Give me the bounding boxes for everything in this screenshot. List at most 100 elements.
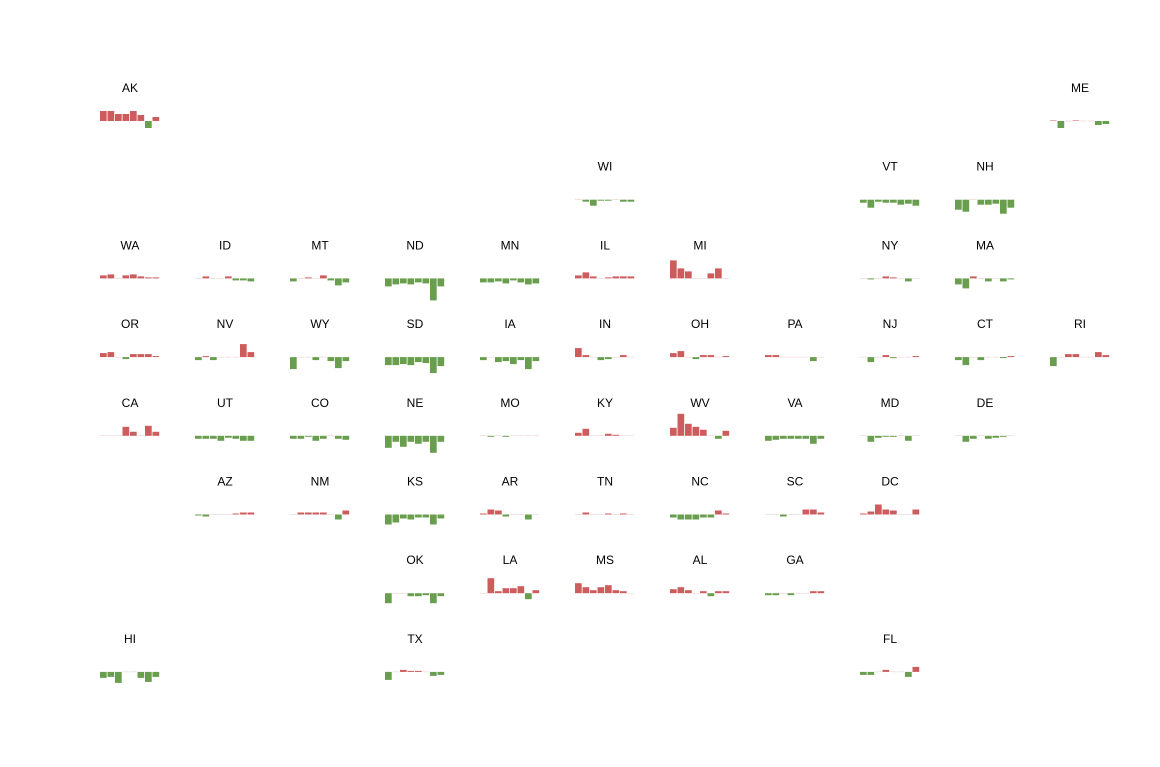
state-label: MD [881,396,900,410]
bar [437,593,445,597]
state-label: VA [787,396,802,410]
bar [430,671,437,676]
bar [407,670,415,672]
bar [582,272,590,279]
bar [122,357,130,360]
state-panel-in: IN [575,317,635,361]
state-panel-id: ID [195,238,255,282]
bar [897,278,905,279]
bar [905,435,912,441]
bar [392,671,400,673]
bar [312,512,320,515]
bar [130,274,137,279]
bar [210,514,217,515]
bar [977,435,985,437]
bar [897,671,905,673]
bar [342,510,350,515]
bar [992,278,1000,279]
bar [502,435,510,437]
state-label: ND [406,238,424,252]
state-panel-sd: SD [385,317,445,374]
state-panel-az: AZ [195,475,255,517]
bar [525,435,532,437]
bar [290,278,297,282]
bar [495,435,502,437]
bar [335,435,342,439]
bar [715,510,722,515]
bar [627,592,635,594]
bar [905,356,912,358]
bar [415,670,422,672]
bar [232,356,240,358]
bar [1080,120,1087,122]
bar [320,356,327,358]
state-label: TX [407,632,422,646]
bar [772,355,780,358]
bar [795,435,802,439]
state-panel-de: DE [955,396,1015,442]
bar [145,354,152,358]
bar [575,199,582,200]
state-panel-nj: NJ [860,317,920,363]
bar [517,435,525,437]
bar [202,276,210,279]
bar [327,514,335,515]
bar [392,514,400,523]
bar [985,435,992,439]
bar [407,278,415,285]
bar [422,278,430,284]
state-label: DC [881,475,899,489]
state-panel-dc: DC [860,475,920,515]
bar [780,435,787,439]
bar [875,435,882,438]
bar [810,591,817,594]
state-label: AK [122,81,138,95]
bar [1007,278,1015,280]
bar [715,591,722,594]
bar [627,199,635,202]
state-panel-fl: FL [860,632,920,677]
bar [210,357,217,361]
bar [152,671,160,677]
bar [320,512,327,515]
bar [620,435,627,437]
bar [867,199,875,208]
state-label: OK [406,553,423,567]
bar [510,514,517,515]
bar [510,278,517,281]
bar [817,512,825,515]
state-label: TN [597,475,613,489]
state-panel-la: LA [480,553,540,600]
bar [217,435,225,441]
bar [407,514,415,520]
bar [1007,356,1015,358]
bar [152,117,160,121]
state-panel-ar: AR [480,475,540,520]
bar [1087,356,1095,358]
bar [860,671,867,675]
state-label: MN [501,238,520,252]
bar [590,514,597,515]
state-label: AZ [217,475,232,489]
bar [605,433,612,436]
bar [1080,356,1087,358]
bar [290,357,297,370]
state-label: LA [503,553,518,567]
state-panel-nm: NM [290,475,350,520]
bar [700,355,707,358]
bar [992,199,1000,204]
bar [1000,357,1007,359]
bar [772,593,780,596]
bar [240,344,247,358]
bar [415,514,422,518]
state-label: PA [787,317,802,331]
bar [305,512,312,515]
bar [575,432,582,436]
bar [905,199,912,204]
bar [290,435,297,439]
bar [385,514,392,525]
bar [597,357,605,361]
bar [882,509,890,515]
bar [415,435,422,444]
state-panel-ky: KY [575,396,635,437]
